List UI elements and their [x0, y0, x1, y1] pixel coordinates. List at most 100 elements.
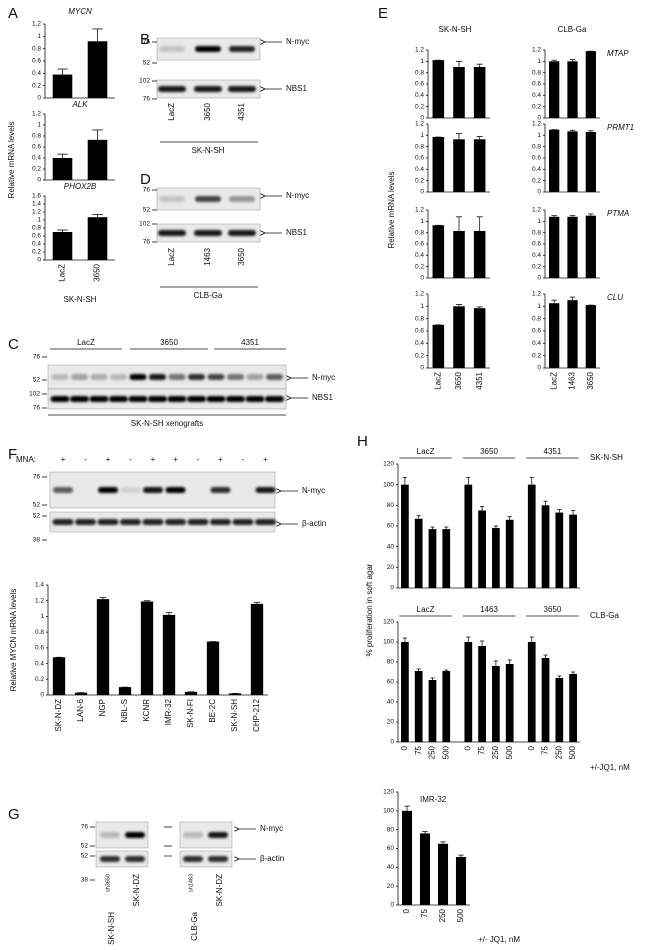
column-title: SK-N-SH: [439, 25, 472, 34]
y-tick-label: 60: [387, 679, 395, 686]
x-tick-label: 0: [463, 745, 472, 750]
band: [148, 396, 167, 402]
band: [51, 374, 69, 380]
marker-label: 76: [143, 39, 151, 46]
band-label: NBS1: [312, 393, 333, 402]
panel-label: H: [357, 433, 368, 450]
band: [158, 86, 186, 92]
y-tick-label: 1.2: [415, 47, 424, 54]
band-label: β-actin: [260, 854, 284, 863]
band: [194, 86, 222, 92]
error-bar: [507, 659, 512, 664]
error-bar: [92, 129, 103, 140]
band: [255, 519, 276, 525]
band: [159, 196, 185, 202]
y-tick-label: 0: [537, 115, 541, 122]
y-tick-label: 0.8: [35, 629, 44, 636]
marker-label: 76: [81, 824, 89, 831]
chart-title: SK-N-SH: [590, 453, 623, 462]
error-bar: [466, 477, 471, 485]
x-tick-label: 75: [541, 745, 550, 754]
bar: [442, 529, 451, 588]
x-tick-label: SK-N-SH: [230, 699, 239, 732]
lane-label: CLB-Ga: [190, 911, 199, 940]
x-tick-label: IMR-32: [164, 698, 173, 725]
sample-label: SK-N-SH: [192, 146, 225, 155]
band-label: N-myc: [302, 486, 325, 495]
bar: [87, 217, 108, 260]
x-tick-label: 250: [554, 745, 563, 759]
band: [149, 374, 166, 380]
y-tick-label: 0.8: [415, 69, 424, 76]
error-bar: [476, 136, 483, 140]
x-tick-label: 3650: [93, 263, 102, 281]
y-tick-label: 1: [537, 58, 541, 65]
bar: [52, 74, 73, 98]
band: [265, 396, 284, 402]
group-label: 4351: [544, 447, 562, 456]
lane-label: 4351: [237, 102, 246, 120]
y-tick-label: 80: [387, 659, 395, 666]
bar: [567, 300, 578, 368]
y-tick-label: 0.6: [532, 81, 541, 88]
error-bar: [455, 60, 463, 67]
bar: [453, 306, 465, 368]
band: [194, 230, 222, 236]
y-tick-label: 1.2: [532, 47, 541, 54]
panel-label: G: [8, 806, 20, 823]
error-bar: [507, 516, 512, 520]
marker-label: 76: [143, 239, 151, 246]
y-tick-label: 0.4: [35, 660, 44, 667]
x-tick-label: LacZ: [58, 264, 67, 282]
chart-title: IMR-32: [420, 795, 447, 804]
lane-label: LacZ: [167, 248, 176, 266]
bar: [567, 131, 578, 192]
x-tick-label: 75: [420, 908, 429, 917]
y-tick-label: 40: [387, 699, 395, 706]
error-bar: [57, 229, 68, 232]
chart-title: PHOX2B: [64, 182, 97, 191]
error-bar: [165, 612, 173, 615]
chart-title: MYCN: [68, 7, 92, 16]
band: [50, 396, 70, 402]
error-bar: [476, 63, 483, 67]
bar: [453, 67, 465, 118]
band: [89, 396, 109, 402]
error-bar: [588, 213, 594, 216]
y-tick-label: 0.4: [32, 70, 41, 77]
bar: [432, 225, 445, 278]
x-tick-label: SK-N-DZ: [54, 699, 63, 732]
bar: [527, 642, 536, 742]
bar: [478, 646, 486, 742]
y-tick-label: 60: [387, 845, 395, 852]
y-axis-label: Relative mRNA levels: [387, 172, 396, 249]
x-tick-label: 3650: [586, 371, 595, 389]
x-tick-label: SK-N-FI: [186, 699, 195, 728]
bar: [87, 41, 108, 98]
error-bar: [493, 660, 498, 666]
chart-title: PTMA: [607, 209, 629, 218]
panel-label: C: [8, 336, 19, 353]
bar: [569, 674, 577, 742]
x-tick-label: 3650: [454, 371, 463, 389]
bar: [569, 514, 577, 588]
mna-sign: +: [151, 455, 156, 464]
lane-label: 1463: [203, 247, 212, 265]
bar: [228, 693, 242, 695]
y-tick-label: 0.4: [415, 252, 424, 259]
error-bar: [551, 299, 557, 304]
error-bar: [569, 129, 576, 132]
y-tick-label: 0: [420, 115, 424, 122]
y-tick-label: 0: [37, 95, 41, 102]
band: [125, 856, 145, 862]
bar: [453, 139, 465, 192]
blot-strip: [95, 850, 149, 868]
x-tick-label: KCNR: [142, 699, 151, 722]
error-bar: [557, 509, 562, 513]
error-bar: [92, 213, 103, 218]
lane-label: 3650: [203, 102, 212, 120]
bar: [428, 529, 437, 588]
bar: [401, 810, 413, 905]
x-tick-label: 0: [527, 745, 536, 750]
